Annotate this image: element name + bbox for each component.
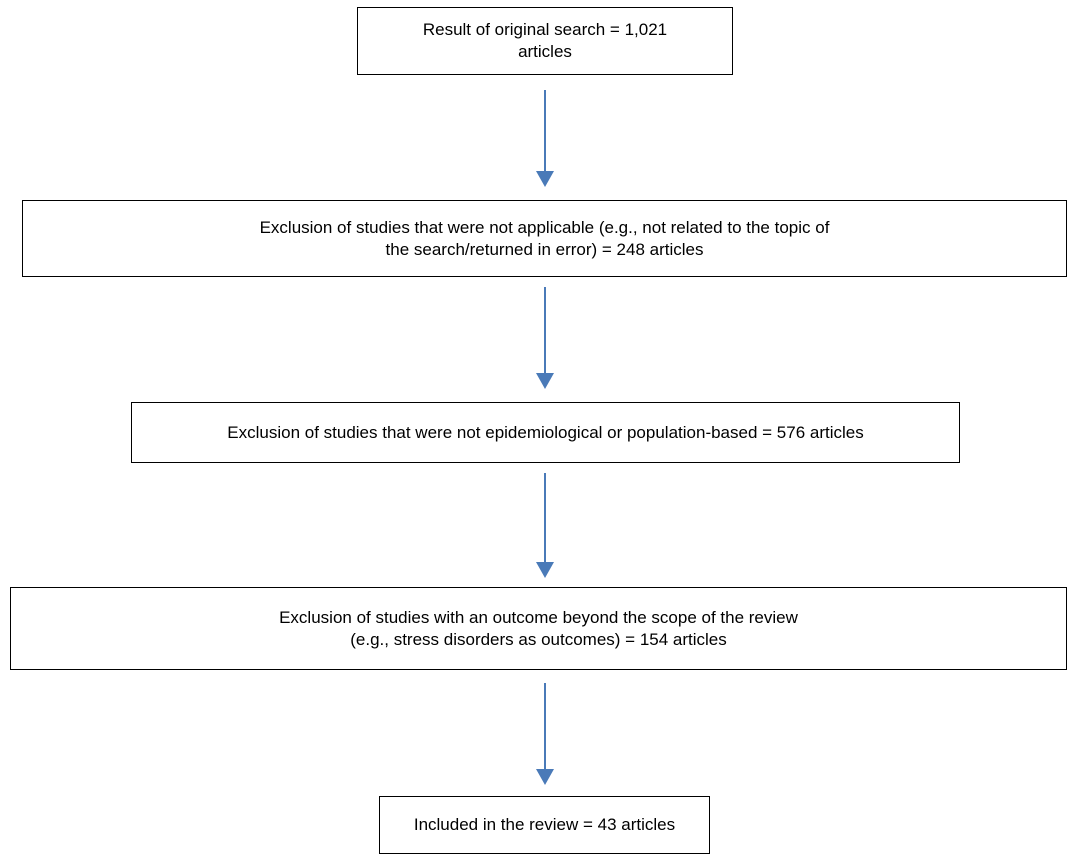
arrow-2 [536, 287, 554, 389]
step-exclusion-not-epidemiological: Exclusion of studies that were not epide… [131, 402, 960, 463]
arrow-3 [536, 473, 554, 578]
step-included-in-review: Included in the review = 43 articles [379, 796, 710, 854]
arrow-1 [536, 90, 554, 187]
step-exclusion-not-applicable: Exclusion of studies that were not appli… [22, 200, 1067, 277]
step-exclusion-not-applicable-label: Exclusion of studies that were not appli… [259, 217, 830, 259]
step-exclusion-outcome-scope-label: Exclusion of studies with an outcome bey… [279, 607, 798, 649]
step-original-search: Result of original search = 1,021 articl… [357, 7, 733, 75]
step-original-search-label: Result of original search = 1,021 articl… [422, 20, 668, 61]
step-exclusion-not-epidemiological-label: Exclusion of studies that were not epide… [227, 422, 864, 442]
step-included-in-review-label: Included in the review = 43 articles [413, 815, 676, 834]
step-exclusion-outcome-scope: Exclusion of studies with an outcome bey… [10, 587, 1067, 670]
arrow-4 [536, 683, 554, 785]
